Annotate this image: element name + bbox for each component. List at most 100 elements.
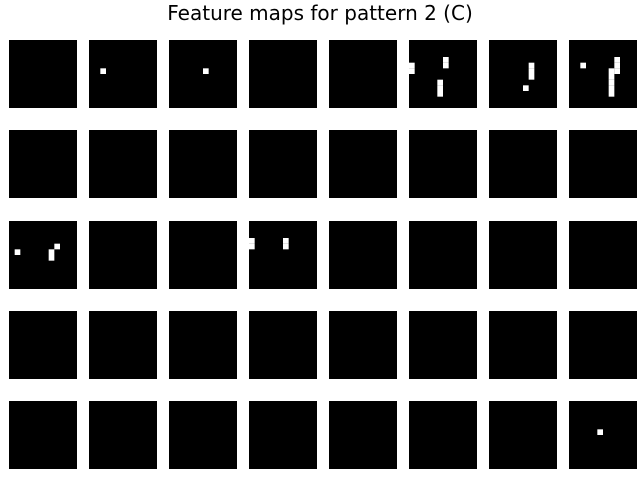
feature-map-background [489, 221, 557, 289]
active-pixel [48, 249, 55, 255]
feature-map-background [89, 311, 157, 379]
active-pixel [528, 62, 535, 69]
feature-map-r4-c7 [569, 401, 637, 469]
active-pixel [528, 74, 535, 80]
feature-map-background [329, 130, 397, 198]
feature-map-background [569, 40, 637, 108]
active-pixel [443, 62, 449, 69]
feature-map-r4-c5 [409, 401, 477, 469]
feature-map-r1-c1 [89, 130, 157, 198]
feature-map-r0-c3 [249, 40, 317, 108]
feature-map-r1-c3 [249, 130, 317, 198]
active-pixel [608, 91, 615, 97]
feature-map-background [169, 401, 237, 469]
feature-map-background [329, 40, 397, 108]
feature-map-r0-c4 [329, 40, 397, 108]
feature-map-background [329, 401, 397, 469]
feature-map-background [89, 221, 157, 289]
feature-map-r2-c6 [489, 221, 557, 289]
feature-map-background [249, 130, 317, 198]
active-pixel [409, 62, 415, 69]
active-pixel [437, 79, 443, 86]
feature-map-background [249, 311, 317, 379]
feature-map-r2-c3 [249, 221, 317, 289]
active-pixel [580, 62, 586, 69]
feature-map-background [489, 40, 557, 108]
feature-map-background [249, 221, 317, 289]
feature-map-r3-c7 [569, 311, 637, 379]
active-pixel [608, 85, 615, 91]
feature-map-background [249, 401, 317, 469]
active-pixel [100, 68, 106, 74]
active-pixel [437, 91, 443, 97]
feature-map-background [169, 311, 237, 379]
active-pixel [614, 68, 620, 74]
feature-map-background [329, 311, 397, 379]
feature-map-background [569, 311, 637, 379]
active-pixel [614, 62, 620, 69]
feature-map-background [409, 130, 477, 198]
feature-map-r1-c6 [489, 130, 557, 198]
feature-map-r4-c6 [489, 401, 557, 469]
feature-map-r3-c4 [329, 311, 397, 379]
feature-map-r0-c0 [9, 40, 77, 108]
active-pixel [283, 243, 289, 250]
active-pixel [523, 85, 529, 91]
feature-map-r2-c5 [409, 221, 477, 289]
active-pixel [14, 249, 21, 255]
feature-map-r3-c5 [409, 311, 477, 379]
feature-map-background [409, 221, 477, 289]
feature-map-r1-c4 [329, 130, 397, 198]
active-pixel [249, 243, 255, 250]
feature-map-background [9, 40, 77, 108]
active-pixel [283, 238, 289, 244]
feature-map-r0-c6 [489, 40, 557, 108]
feature-map-background [89, 130, 157, 198]
feature-map-background [489, 311, 557, 379]
feature-map-background [569, 130, 637, 198]
active-pixel [249, 238, 255, 244]
feature-map-r3-c2 [169, 311, 237, 379]
feature-map-background [409, 311, 477, 379]
feature-map-r4-c0 [9, 401, 77, 469]
active-pixel [437, 85, 443, 91]
active-pixel [608, 68, 615, 74]
feature-map-r1-c7 [569, 130, 637, 198]
feature-map-background [489, 401, 557, 469]
feature-map-r1-c2 [169, 130, 237, 198]
active-pixel [48, 255, 55, 261]
feature-map-background [9, 401, 77, 469]
feature-map-background [569, 221, 637, 289]
feature-map-r0-c7 [569, 40, 637, 108]
feature-map-r3-c0 [9, 311, 77, 379]
feature-map-r4-c1 [89, 401, 157, 469]
active-pixel [528, 68, 535, 74]
feature-map-r4-c4 [329, 401, 397, 469]
feature-map-r2-c1 [89, 221, 157, 289]
feature-map-r3-c1 [89, 311, 157, 379]
feature-map-r1-c5 [409, 130, 477, 198]
feature-map-background [489, 130, 557, 198]
feature-map-background [169, 221, 237, 289]
active-pixel [203, 68, 209, 74]
active-pixel [608, 74, 615, 80]
feature-map-background [89, 401, 157, 469]
feature-map-background [9, 130, 77, 198]
active-pixel [409, 68, 415, 74]
feature-map-r2-c2 [169, 221, 237, 289]
feature-map-r4-c3 [249, 401, 317, 469]
feature-map-r0-c5 [409, 40, 477, 108]
feature-map-r3-c6 [489, 311, 557, 379]
feature-map-r2-c7 [569, 221, 637, 289]
feature-map-background [169, 130, 237, 198]
feature-map-background [89, 40, 157, 108]
active-pixel [443, 57, 449, 63]
feature-map-r3-c3 [249, 311, 317, 379]
active-pixel [597, 429, 603, 435]
feature-map-r1-c0 [9, 130, 77, 198]
feature-map-r4-c2 [169, 401, 237, 469]
active-pixel [54, 243, 60, 250]
feature-map-background [9, 311, 77, 379]
active-pixel [614, 57, 620, 63]
